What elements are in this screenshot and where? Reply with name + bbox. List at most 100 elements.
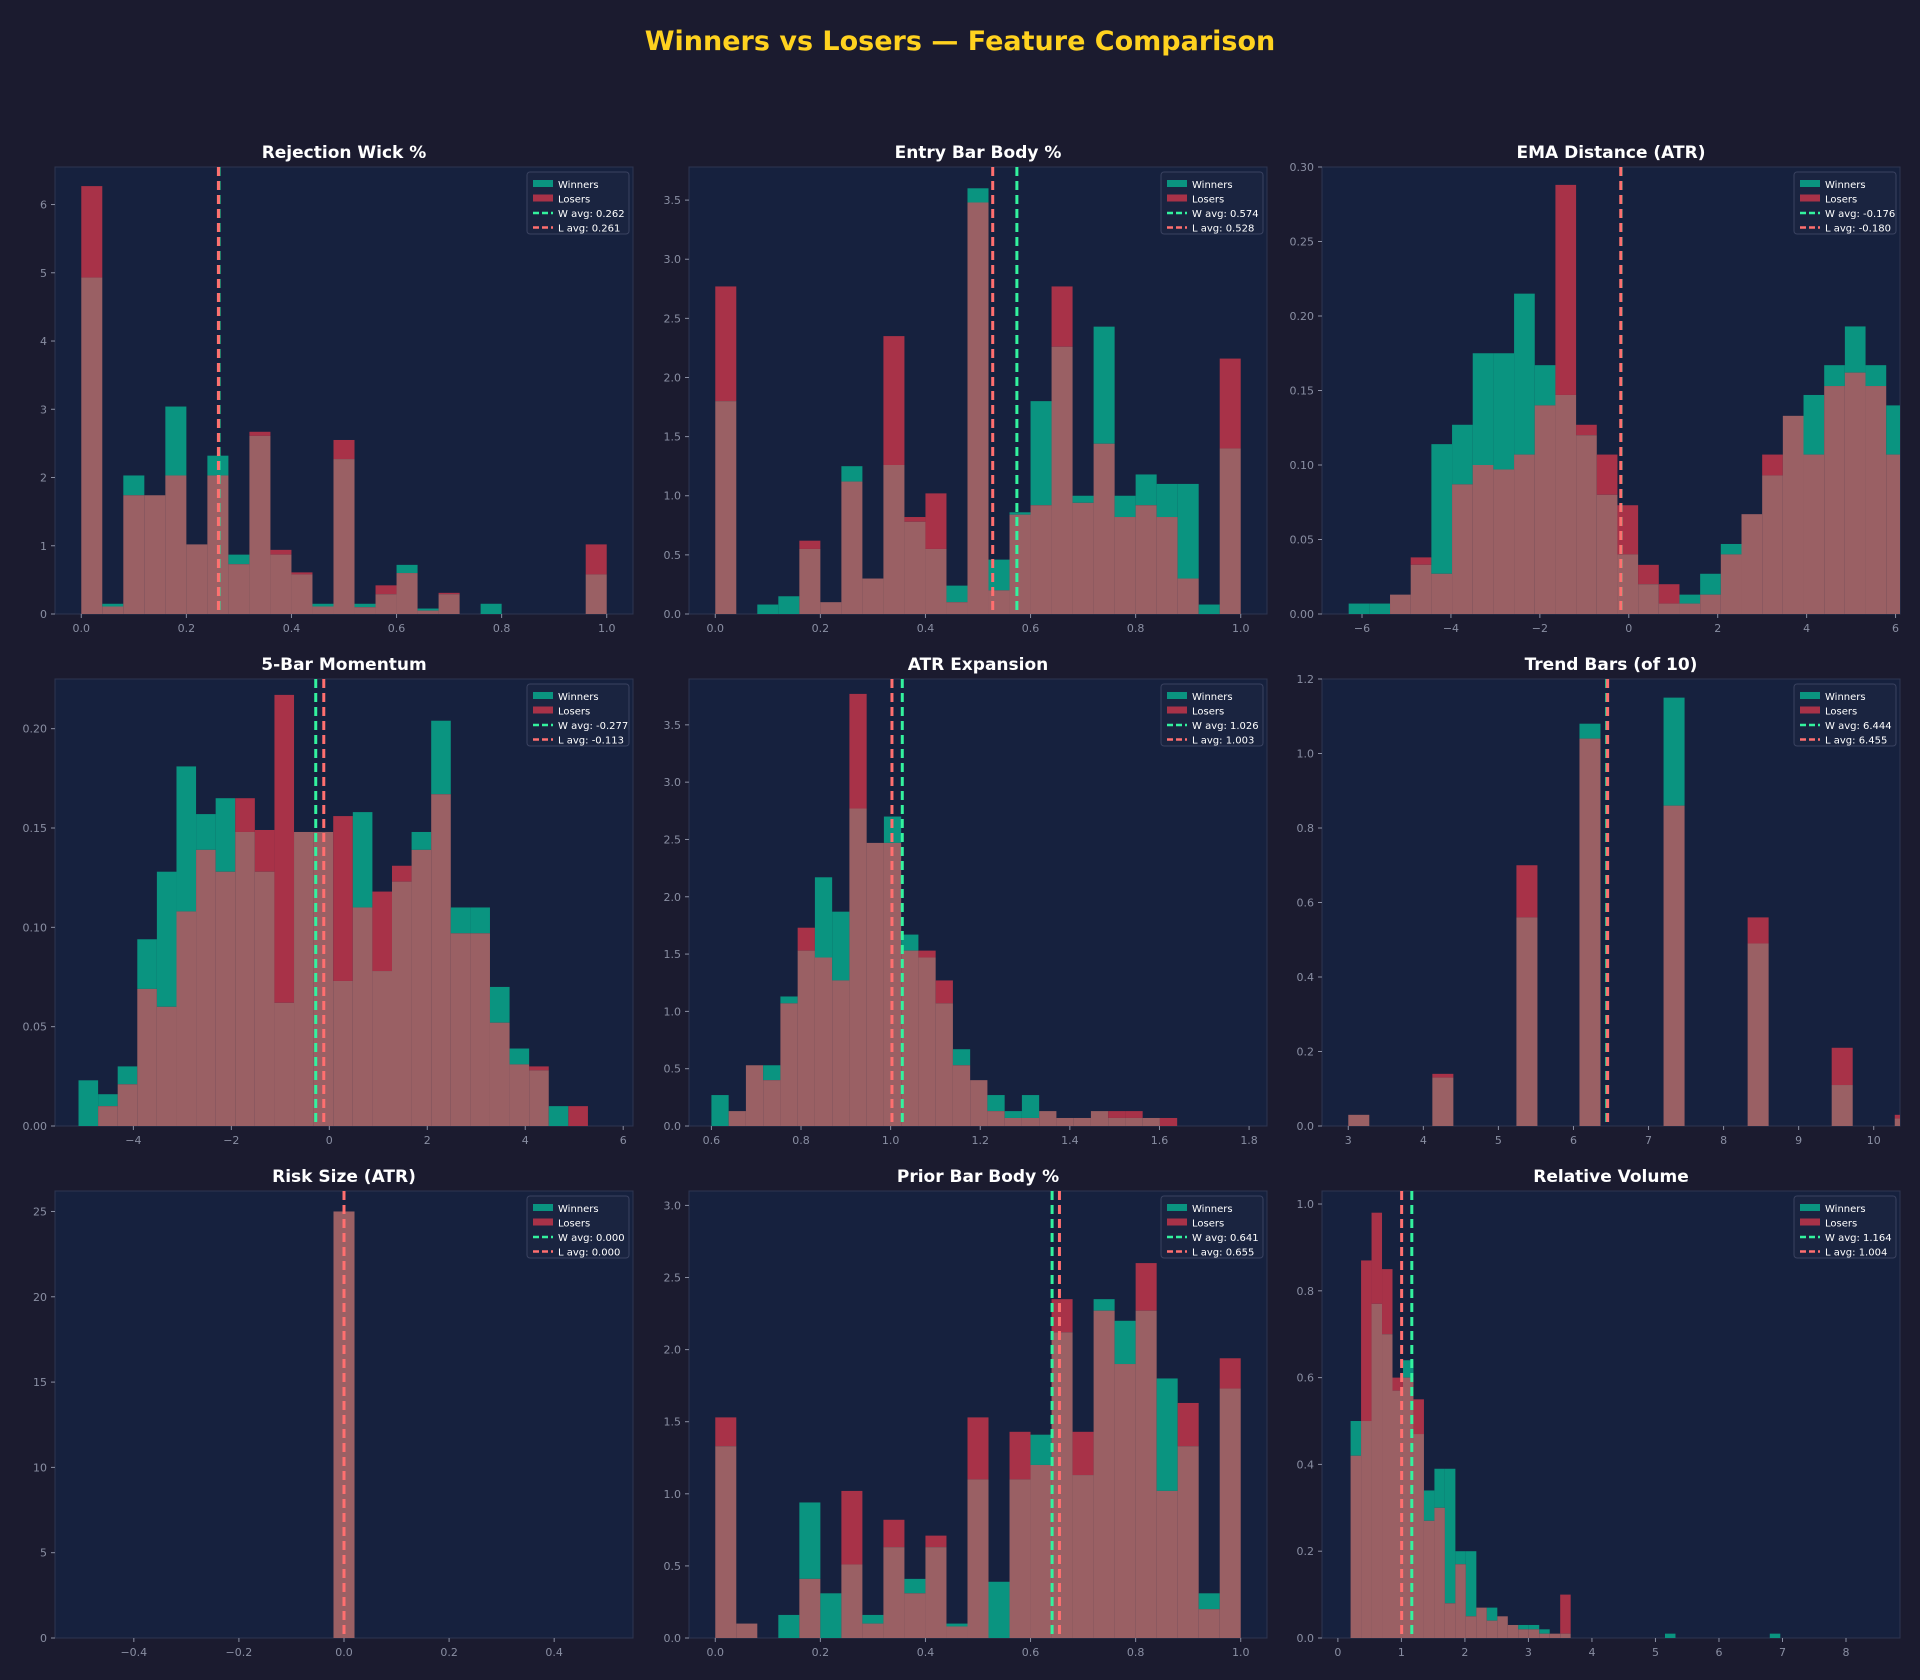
legend-box bbox=[1160, 171, 1264, 235]
losers-bar bbox=[1762, 454, 1783, 476]
winners-bar bbox=[1486, 1607, 1498, 1621]
overlap-bar bbox=[1720, 554, 1742, 614]
x-tick-label: 0.0 bbox=[73, 622, 91, 635]
subplot-title: Risk Size (ATR) bbox=[272, 1167, 416, 1187]
winners-bar bbox=[1093, 326, 1115, 444]
winners-bar bbox=[1004, 1111, 1022, 1118]
y-tick-label: 0.5 bbox=[664, 549, 682, 562]
winners-bar bbox=[1021, 1095, 1040, 1118]
overlap-bar bbox=[797, 950, 815, 1126]
y-tick-label: 0.20 bbox=[23, 723, 48, 736]
subplot-title: Prior Bar Body % bbox=[897, 1167, 1059, 1187]
overlap-bar bbox=[1831, 1085, 1853, 1126]
overlap-bar bbox=[904, 521, 926, 614]
overlap-bar bbox=[849, 808, 867, 1126]
legend: Winners Losers W avg: 0.262 L avg: 0.261 bbox=[526, 171, 630, 235]
winners-bar bbox=[1030, 401, 1052, 506]
overlap-bar bbox=[1803, 454, 1825, 614]
winners-bar bbox=[987, 1095, 1005, 1112]
overlap-bar bbox=[196, 849, 216, 1126]
overlap-bar bbox=[952, 1065, 971, 1126]
x-tick-label: 0.4 bbox=[917, 622, 935, 635]
overlap-bar bbox=[1431, 573, 1453, 614]
overlap-bar bbox=[1596, 494, 1618, 614]
overlap-bar bbox=[207, 475, 229, 614]
overlap-bar bbox=[901, 950, 919, 1126]
y-tick-label: 0.2 bbox=[1297, 1545, 1315, 1558]
legend-losers-label: Losers bbox=[558, 1219, 590, 1230]
winners-bar bbox=[1803, 394, 1825, 455]
overlap-bar bbox=[438, 594, 460, 614]
x-tick-label: 4 bbox=[1420, 1134, 1427, 1147]
overlap-bar bbox=[1093, 443, 1115, 614]
losers-bar bbox=[235, 798, 255, 832]
overlap-bar bbox=[291, 574, 313, 614]
winners-bar bbox=[1664, 1633, 1676, 1638]
y-tick-label: 15 bbox=[33, 1376, 47, 1389]
legend-winners-swatch bbox=[1800, 180, 1820, 187]
losers-bar bbox=[925, 1535, 947, 1548]
x-tick-label: 1.0 bbox=[1232, 1646, 1250, 1659]
losers-bar bbox=[333, 439, 355, 460]
overlap-bar bbox=[1824, 386, 1845, 614]
y-tick-label: 0.30 bbox=[1290, 161, 1315, 174]
y-tick-label: 1.0 bbox=[1297, 748, 1315, 761]
losers-bar bbox=[1108, 1111, 1126, 1118]
x-tick-label: −4 bbox=[1443, 622, 1459, 635]
x-tick-label: 1.6 bbox=[1151, 1134, 1169, 1147]
overlap-bar bbox=[728, 1111, 746, 1126]
overlap-bar bbox=[1747, 943, 1769, 1126]
overlap-bar bbox=[186, 544, 208, 614]
winners-bar bbox=[480, 603, 502, 614]
overlap-bar bbox=[1039, 1111, 1057, 1126]
overlap-bar bbox=[883, 1547, 905, 1638]
y-tick-label: 0 bbox=[40, 608, 47, 621]
x-tick-label: 8 bbox=[1843, 1646, 1850, 1659]
overlap-bar bbox=[1009, 1479, 1031, 1638]
overlap-bar bbox=[585, 574, 607, 614]
y-tick-label: 2.5 bbox=[664, 833, 682, 846]
plot-area bbox=[1321, 678, 1901, 1127]
x-tick-label: 6 bbox=[620, 1134, 627, 1147]
losers-bar bbox=[249, 431, 271, 436]
winners-bar bbox=[967, 188, 989, 203]
y-tick-label: 0.0 bbox=[1297, 1632, 1315, 1645]
x-tick-label: 2 bbox=[1461, 1646, 1468, 1659]
winners-bar bbox=[778, 596, 800, 614]
losers-bar bbox=[270, 549, 292, 555]
x-tick-label: 0.0 bbox=[335, 1646, 353, 1659]
legend-winners-label: Winners bbox=[1192, 692, 1233, 703]
legend-winners-label: Winners bbox=[558, 692, 599, 703]
overlap-bar bbox=[1516, 917, 1538, 1126]
overlap-bar bbox=[967, 1479, 989, 1638]
winners-bar bbox=[883, 816, 902, 843]
overlap-bar bbox=[312, 606, 334, 614]
overlap-bar bbox=[1894, 1118, 1900, 1126]
winners-bar bbox=[1465, 1551, 1477, 1617]
overlap-bar bbox=[1348, 1114, 1370, 1126]
overlap-bar bbox=[1219, 1388, 1241, 1638]
overlap-bar bbox=[1476, 1607, 1487, 1638]
winners-bar bbox=[1402, 1360, 1414, 1378]
losers-bar bbox=[1361, 1260, 1372, 1422]
overlap-bar bbox=[1444, 1603, 1456, 1638]
subplot-7: −0.4 −0.2 0.0 0.2 0.4 0 5 10 15 20 25 Risk Size (AT… bbox=[33, 1167, 634, 1659]
winners-bar bbox=[1198, 1593, 1220, 1610]
y-tick-label: 0.8 bbox=[1297, 1285, 1315, 1298]
overlap-bar bbox=[228, 564, 250, 614]
legend-losers-label: Losers bbox=[558, 195, 590, 206]
overlap-bar bbox=[1177, 1446, 1199, 1638]
x-tick-label: 1.0 bbox=[598, 622, 616, 635]
overlap-bar bbox=[1142, 1117, 1160, 1126]
winners-bar bbox=[1472, 353, 1494, 465]
losers-bar bbox=[291, 572, 313, 575]
losers-bar bbox=[925, 493, 947, 549]
x-tick-label: 10 bbox=[1867, 1134, 1881, 1147]
bars bbox=[78, 694, 588, 1126]
losers-bar bbox=[1413, 1399, 1424, 1435]
overlap-bar bbox=[333, 459, 355, 614]
legend-w-avg-label: W avg: 0.000 bbox=[558, 1233, 625, 1244]
bars bbox=[1350, 1212, 1781, 1638]
bars bbox=[1348, 184, 1900, 614]
